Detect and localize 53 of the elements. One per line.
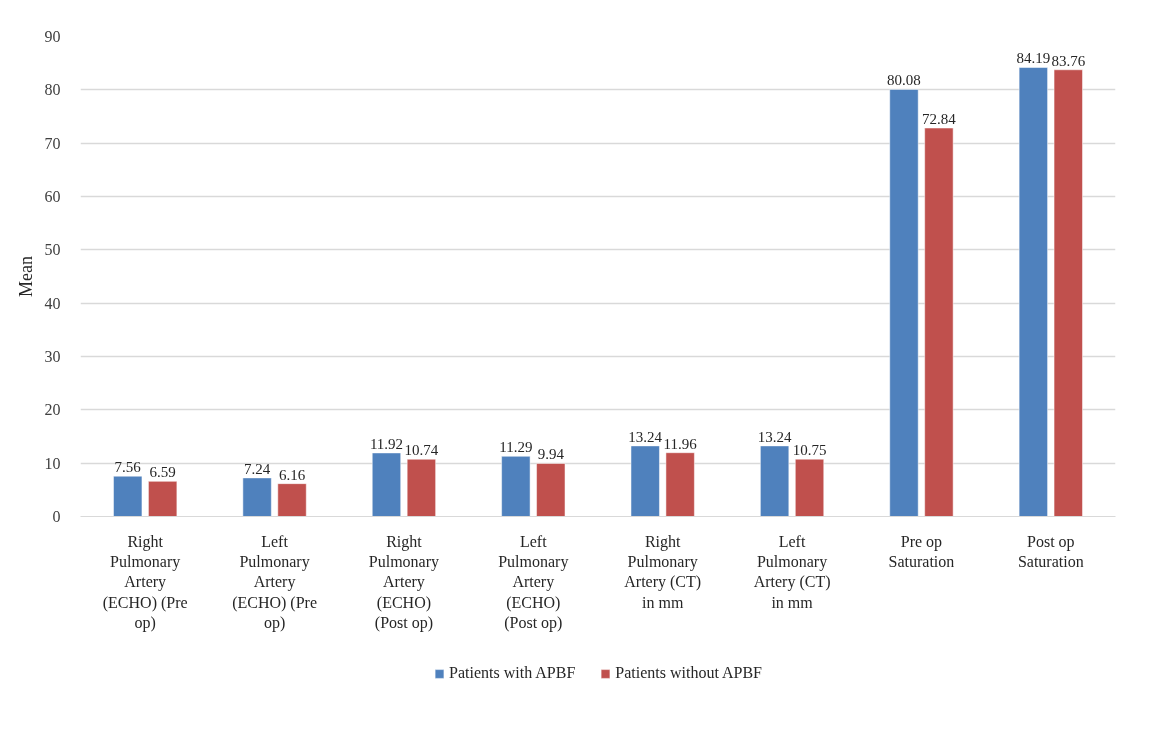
y-tick-label: 50 [44, 241, 61, 259]
x-tick-label: Post op Saturation [1017, 532, 1084, 570]
y-tick-label: 0 [52, 508, 61, 525]
y-tick-label: 70 [44, 134, 61, 152]
y-tick-label: 10 [44, 454, 61, 472]
data-label: 11.29 [499, 439, 533, 456]
x-tick-label: Pre op Saturation [888, 532, 955, 570]
x-tick-label: Left Pulmonary Artery (CT) in mm [753, 532, 831, 611]
y-tick-label: 60 [44, 188, 61, 205]
y-axis-title: Mean [15, 256, 36, 297]
data-label: 13.24 [628, 428, 663, 445]
x-tick-label: Left Pulmonary Artery (ECHO) (Pre op) [232, 532, 317, 633]
data-label: 72.84 [922, 111, 957, 128]
data-label: 10.74 [404, 442, 439, 459]
bar [1018, 67, 1048, 517]
data-label: 7.56 [114, 459, 142, 476]
y-tick-label: 30 [44, 348, 61, 365]
bar [536, 463, 566, 517]
bar [242, 477, 272, 517]
data-label: 9.94 [537, 446, 565, 463]
data-label: 11.96 [663, 435, 698, 452]
legend-label: Patients with APBF [449, 664, 576, 682]
data-label: 6.59 [149, 464, 176, 481]
legend-label: Patients without APBF [615, 664, 762, 682]
data-label: 83.76 [1051, 52, 1086, 69]
bar [630, 445, 660, 517]
bar [277, 483, 307, 517]
bar [924, 127, 954, 517]
data-label: 80.08 [887, 72, 921, 89]
x-tick-label: Left Pulmonary Artery (ECHO) (Post op) [498, 532, 569, 633]
data-label: 10.75 [792, 442, 827, 459]
bar [795, 458, 825, 517]
data-label: 13.24 [757, 428, 792, 445]
y-tick-label: 40 [44, 294, 61, 312]
data-label: 7.24 [243, 460, 271, 477]
bar [148, 481, 178, 517]
bar [406, 458, 436, 517]
bar [760, 445, 790, 517]
bar [113, 475, 143, 517]
bar [1053, 69, 1083, 517]
data-label: 11.92 [369, 435, 404, 452]
x-tick-label: Right Pulmonary Artery (ECHO) (Pre op) [102, 532, 188, 633]
bar [665, 452, 695, 517]
data-label: 6.16 [278, 466, 306, 483]
x-tick-label: Right Pulmonary Artery (ECHO) (Post op) [368, 532, 440, 633]
x-tick-label: Right Pulmonary Artery (CT) in mm [624, 532, 702, 611]
y-tick-label: 90 [44, 28, 61, 45]
y-tick-label: 80 [44, 81, 61, 99]
bar [371, 452, 401, 517]
bar [889, 89, 919, 517]
data-label: 84.19 [1016, 50, 1051, 67]
y-tick-label: 20 [44, 401, 61, 419]
bar [501, 456, 531, 517]
